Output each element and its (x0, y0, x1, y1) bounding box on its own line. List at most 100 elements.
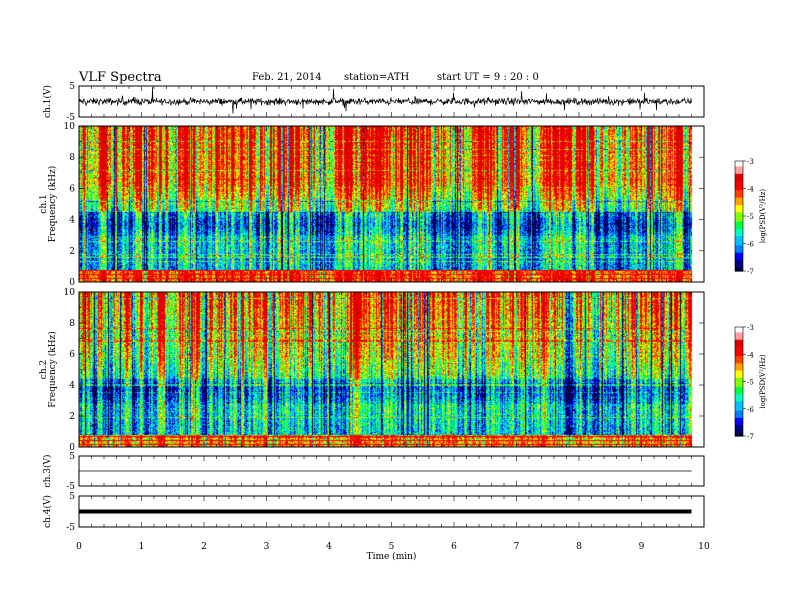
colorbar-cell (735, 372, 743, 375)
colorbar-cell (735, 414, 743, 417)
colorbar-cell (735, 201, 743, 204)
colorbar-cell (735, 406, 743, 410)
colorbar-cell (735, 261, 743, 265)
colorbar-cell (735, 381, 743, 384)
y-tick-label: 4 (69, 381, 75, 391)
y-tick-label: 8 (69, 153, 75, 163)
date-label: Feb. 21, 2014 (252, 72, 322, 83)
figure-title: VLF Spectra (79, 70, 162, 85)
colorbar-cell (735, 162, 743, 166)
colorbar-cell (735, 190, 743, 193)
colorbar-cell (735, 359, 743, 363)
x-tick-label: 9 (639, 542, 645, 552)
station-label: station=ATH (344, 72, 410, 83)
y-tick-label: 10 (64, 288, 76, 298)
colorbar-cell (735, 219, 743, 223)
colorbar-cell (735, 345, 743, 348)
x-tick-label: 1 (139, 542, 145, 552)
x-tick-label: 3 (264, 542, 270, 552)
colorbar-cell (735, 370, 743, 374)
colorbar-tick-label: -4 (747, 351, 754, 359)
colorbar-tick-label: -3 (747, 158, 754, 166)
colorbar-cell (735, 210, 743, 213)
x-axis-label: Time (min) (367, 551, 417, 562)
colorbar-cell (735, 399, 743, 403)
colorbar-cell (735, 339, 743, 343)
colorbar-cell (735, 434, 743, 437)
colorbar-cell (735, 225, 743, 228)
colorbar-cell (735, 256, 743, 259)
colorbar-cell (735, 265, 743, 268)
colorbar-cell (735, 330, 743, 334)
y-tick-label: 8 (69, 319, 75, 329)
colorbar-cell (735, 263, 743, 267)
colorbar-cell (735, 388, 743, 392)
colorbar-cell (735, 334, 743, 337)
colorbar-cell (735, 254, 743, 257)
colorbar-cell (735, 379, 743, 383)
colorbar-cell (735, 365, 743, 368)
colorbar-cell (735, 249, 743, 252)
colorbar-cell (735, 348, 743, 352)
colorbar-cell (735, 232, 743, 235)
panel-ch2-spectrogram (78, 291, 746, 448)
colorbar-cell (735, 214, 743, 217)
ch2-spectrogram-image (79, 292, 704, 447)
colorbar-cell (735, 343, 743, 346)
colorbar-cell (735, 363, 743, 366)
colorbar-cell (735, 197, 743, 201)
colorbar-cell (735, 366, 743, 370)
colorbar-tick-label: -7 (747, 268, 754, 276)
ch1-waveform-trace (78, 86, 692, 114)
colorbar-cell (735, 192, 743, 195)
colorbar-cell (735, 430, 743, 433)
colorbar-cell (735, 181, 743, 184)
x-tick-label: 6 (451, 542, 457, 552)
colorbar-cell (735, 423, 743, 426)
y-tick-label: 10 (64, 122, 76, 132)
panel-ch1-spectrogram (78, 125, 746, 283)
colorbar-cell (735, 194, 743, 197)
colorbar-cell (735, 408, 743, 412)
colorbar-tick-label: -5 (747, 213, 754, 221)
colorbar-cell (735, 337, 743, 341)
colorbar-cell (735, 172, 743, 175)
colorbar-cell (735, 186, 743, 190)
colorbar-cell (735, 352, 743, 355)
colorbar-tick-label: -7 (747, 433, 754, 441)
colorbar-cell (735, 412, 743, 415)
panel-ch1-waveform (78, 85, 705, 118)
colorbar-cell (735, 230, 743, 234)
colorbar-cell (735, 243, 743, 246)
colorbar-cell (735, 417, 743, 421)
ch1-spectrogram-image (79, 126, 704, 282)
y-tick-label: 2 (69, 412, 75, 422)
y-tick-label: 5 (69, 82, 75, 92)
colorbar-cell (735, 250, 743, 254)
colorbar-cell (735, 205, 743, 208)
y-tick-label: 4 (69, 216, 75, 226)
colorbar-cell (735, 401, 743, 404)
colorbar-cell (735, 179, 743, 182)
colorbar-cell (735, 386, 743, 390)
y-axis-label: ch.3(V) (42, 455, 53, 488)
colorbar-cell (735, 376, 743, 379)
colorbar-tick-label: -5 (747, 379, 754, 387)
y-axis-label: Frequency (kHz) (47, 331, 58, 408)
colorbar-cell (735, 428, 743, 432)
panel-ch4-waveform (78, 495, 705, 528)
colorbar-cell (735, 396, 743, 399)
colorbar-cell (735, 432, 743, 435)
colorbar-cell (735, 252, 743, 256)
colorbar-cell (735, 239, 743, 243)
colorbar-cell (735, 183, 743, 186)
colorbar-cell (735, 416, 743, 419)
colorbar-cell (735, 385, 743, 388)
colorbar-cell (735, 332, 743, 335)
colorbar-cell (735, 426, 743, 430)
colorbar-cell (735, 392, 743, 395)
colorbar-cell (735, 357, 743, 361)
y-axis-label: ch.4(V) (42, 495, 53, 528)
y-tick-label: 0 (69, 443, 75, 453)
